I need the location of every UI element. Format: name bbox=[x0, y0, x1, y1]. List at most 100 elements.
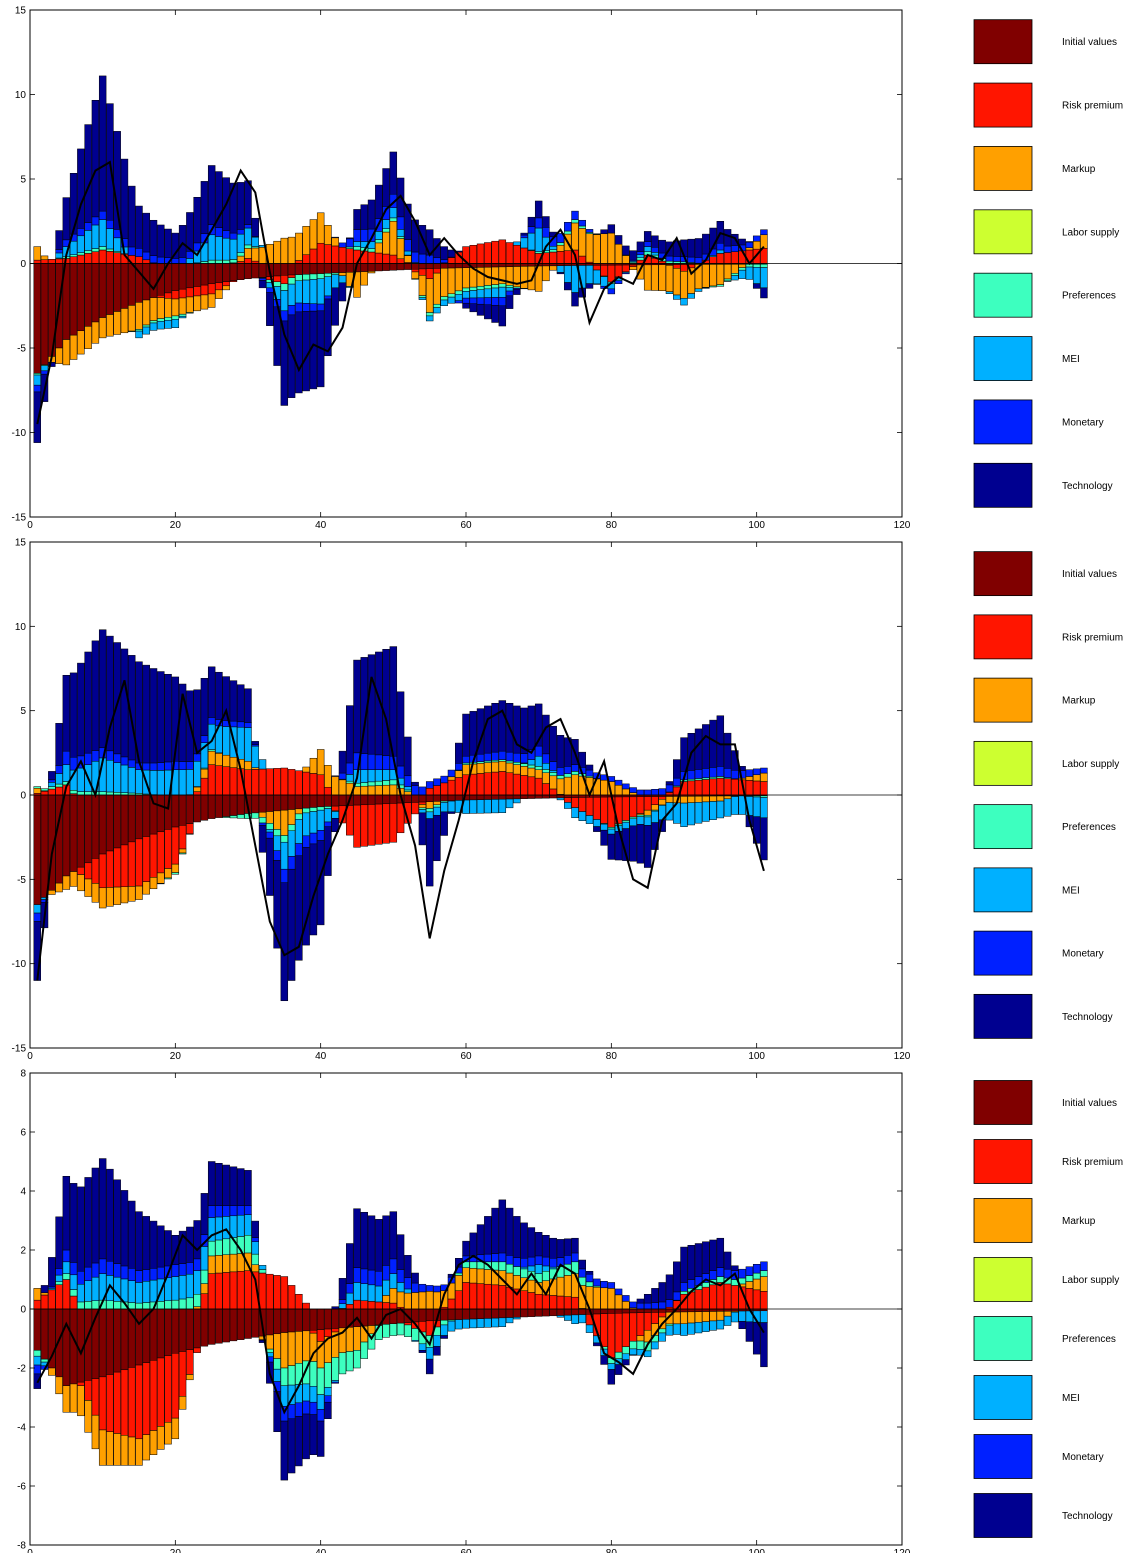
bar-segment-mei bbox=[258, 759, 267, 770]
bar-segment-mei bbox=[396, 1282, 405, 1293]
bar-segment-mei bbox=[476, 799, 485, 814]
bar-segment-monetary bbox=[571, 210, 579, 220]
x-tick-label: 80 bbox=[606, 1548, 618, 1553]
bar-segment-preferences bbox=[200, 1269, 209, 1284]
bar-segment-markup bbox=[120, 1435, 129, 1466]
bar-segment-preferences bbox=[665, 260, 674, 264]
bar-segment-mei bbox=[84, 1280, 92, 1302]
bar-segment-technology bbox=[142, 212, 150, 253]
legend-label: Initial values bbox=[1062, 37, 1117, 48]
bar-segment-preferences bbox=[324, 273, 332, 277]
bar-segment-risk-premium bbox=[476, 243, 485, 264]
bar-segment-mei bbox=[447, 800, 456, 813]
bar-segment-markup bbox=[200, 1283, 209, 1294]
bar-segment-mei bbox=[360, 769, 368, 783]
bar-segment-preferences bbox=[164, 316, 172, 321]
bar-segment-mei bbox=[244, 227, 252, 246]
bar-segment-monetary bbox=[694, 769, 703, 779]
bar-segment-mei bbox=[222, 1216, 230, 1240]
bar-segment-preferences bbox=[207, 259, 216, 264]
bar-segment-technology bbox=[367, 199, 376, 230]
bar-segment-monetary bbox=[360, 1268, 368, 1284]
bar-segment-markup bbox=[382, 231, 390, 255]
bar-segment-technology bbox=[331, 1306, 339, 1310]
bar-segment-initial-values bbox=[295, 794, 303, 810]
y-tick-label: 6 bbox=[20, 1128, 26, 1139]
bar-segment-mei bbox=[316, 278, 325, 305]
bar-segment-initial-values bbox=[222, 1308, 230, 1343]
bar-segment-preferences bbox=[709, 285, 717, 288]
bar-segment-mei bbox=[556, 797, 565, 801]
bar-segment-mei bbox=[462, 1319, 470, 1329]
bar-segment-markup bbox=[171, 298, 180, 317]
bar-segment-preferences bbox=[273, 829, 281, 837]
bar-segment-technology bbox=[760, 1322, 768, 1368]
legend-swatch bbox=[973, 804, 1033, 850]
bar-segment-monetary bbox=[651, 789, 659, 796]
bar-segment-technology bbox=[484, 705, 492, 754]
bar-segment-risk-premium bbox=[106, 850, 114, 888]
bar-segment-risk-premium bbox=[564, 797, 572, 803]
bar-segment-initial-values bbox=[229, 1308, 238, 1342]
bar-segment-preferences bbox=[149, 320, 158, 324]
bar-segment-markup bbox=[91, 1414, 100, 1450]
bar-segment-preferences bbox=[425, 312, 434, 317]
y-tick-label: 5 bbox=[20, 706, 26, 717]
bar-segment-initial-values bbox=[571, 1308, 579, 1316]
bar-segment-technology bbox=[142, 1216, 150, 1270]
bar-segment-technology bbox=[382, 168, 390, 207]
bar-segment-monetary bbox=[280, 868, 289, 883]
bar-segment-monetary bbox=[578, 219, 586, 227]
bar-segment-technology bbox=[77, 662, 85, 757]
bar-segment-technology bbox=[382, 649, 390, 756]
bar-segment-markup bbox=[244, 248, 252, 259]
bar-segment-technology bbox=[607, 1369, 616, 1385]
bar-segment-monetary bbox=[564, 766, 572, 774]
bar-segment-initial-values bbox=[433, 794, 441, 802]
bar-segment-risk-premium bbox=[534, 777, 543, 796]
bar-segment-initial-values bbox=[622, 1308, 630, 1314]
bar-segment-technology bbox=[244, 688, 252, 723]
bar-segment-technology bbox=[207, 165, 216, 225]
bar-segment-preferences bbox=[113, 1301, 121, 1310]
bar-segment-preferences bbox=[404, 789, 412, 792]
bar-segment-mei bbox=[731, 1311, 739, 1323]
bar-segment-risk-premium bbox=[469, 773, 477, 796]
bar-segment-markup bbox=[665, 796, 674, 803]
bar-segment-markup bbox=[389, 221, 398, 256]
bar-segment-initial-values bbox=[425, 263, 434, 269]
bar-segment-technology bbox=[636, 824, 645, 864]
bar-segment-technology bbox=[418, 812, 427, 846]
bar-segment-mei bbox=[178, 315, 187, 319]
bar-segment-risk-premium bbox=[69, 1295, 78, 1310]
bar-segment-initial-values bbox=[331, 1308, 339, 1329]
bar-segment-monetary bbox=[731, 245, 739, 252]
bar-segment-technology bbox=[98, 629, 107, 749]
bar-segment-initial-values bbox=[491, 263, 499, 268]
bar-segment-technology bbox=[760, 817, 768, 861]
bar-segment-mei bbox=[142, 1281, 150, 1303]
bar-segment-technology bbox=[760, 287, 768, 299]
x-tick-label: 120 bbox=[894, 1051, 911, 1062]
bar-segment-monetary bbox=[484, 297, 492, 305]
bar-segment-risk-premium bbox=[367, 1301, 376, 1310]
bar-segment-markup bbox=[534, 265, 543, 292]
bar-segment-preferences bbox=[171, 1299, 180, 1310]
bar-segment-preferences bbox=[585, 1281, 594, 1287]
bar-segment-initial-values bbox=[665, 1308, 674, 1313]
bar-segment-technology bbox=[295, 855, 303, 961]
bar-segment-mei bbox=[636, 816, 645, 825]
bar-segment-initial-values bbox=[302, 794, 310, 809]
bar-segment-monetary bbox=[135, 248, 143, 257]
bar-segment-preferences bbox=[469, 286, 477, 291]
x-tick-label: 0 bbox=[27, 1051, 33, 1062]
bar-segment-mei bbox=[673, 1323, 681, 1335]
bar-segment-mei bbox=[600, 276, 608, 287]
bar-segment-markup bbox=[135, 302, 143, 330]
bar-segment-risk-premium bbox=[48, 788, 56, 796]
bar-segment-markup bbox=[607, 1288, 616, 1310]
bar-segment-technology bbox=[324, 1401, 332, 1419]
bar-segment-risk-premium bbox=[338, 805, 347, 824]
bar-segment-mei bbox=[484, 288, 492, 298]
